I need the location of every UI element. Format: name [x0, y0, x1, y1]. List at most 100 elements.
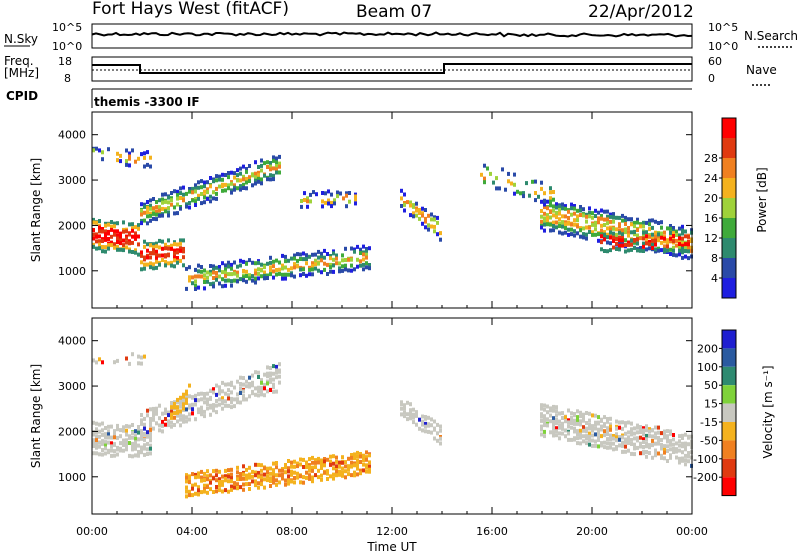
- echo-cell: [119, 159, 122, 164]
- echo-cell: [651, 438, 654, 443]
- echo-cell: [418, 211, 421, 215]
- echo-cell: [287, 258, 290, 263]
- echo-cell: [278, 170, 281, 175]
- echo-cell: [242, 464, 245, 469]
- echo-cell: [173, 242, 176, 247]
- echo-cell: [197, 398, 200, 403]
- echo-cell: [570, 425, 573, 430]
- echo-cell: [684, 462, 687, 467]
- echo-cell: [615, 247, 618, 251]
- echo-cell: [552, 204, 555, 209]
- echo-cell: [305, 257, 308, 261]
- echo-cell: [534, 179, 537, 184]
- echo-cell: [197, 269, 200, 274]
- echo-cell: [675, 455, 678, 460]
- echo-cell: [684, 229, 687, 234]
- echo-cell: [215, 489, 218, 494]
- echo-cell: [344, 469, 347, 474]
- echo-cell: [654, 219, 657, 224]
- echo-cell: [681, 255, 684, 260]
- echo-cell: [203, 277, 206, 282]
- echo-cell: [600, 228, 603, 233]
- echo-cell: [624, 444, 627, 449]
- echo-cell: [552, 208, 555, 213]
- echo-cell: [260, 163, 263, 168]
- echo-cell: [239, 166, 242, 171]
- echo-cell: [606, 432, 609, 437]
- echo-cell: [669, 447, 672, 452]
- echo-cell: [140, 355, 143, 360]
- echo-cell: [131, 352, 134, 357]
- frequency-panel: Freq. [MHz] 18 8 60 0 Nave: [4, 54, 777, 86]
- echo-cell: [233, 485, 236, 490]
- echo-cell: [146, 262, 149, 267]
- echo-cell: [588, 206, 591, 211]
- echo-cell: [116, 358, 119, 363]
- echo-cell: [215, 399, 218, 403]
- echo-cell: [137, 361, 140, 366]
- echo-cell: [161, 419, 164, 424]
- echo-cell: [290, 266, 293, 271]
- power-cells: [92, 146, 693, 291]
- echo-cell: [591, 424, 594, 429]
- cpid-text: themis -3300 IF: [94, 95, 200, 109]
- echo-cell: [534, 198, 537, 203]
- echo-cell: [227, 272, 230, 277]
- echo-cell: [321, 199, 324, 204]
- echo-cell: [609, 233, 612, 238]
- echo-cell: [320, 255, 323, 260]
- echo-cell: [206, 196, 209, 201]
- echo-cell: [603, 217, 606, 222]
- echo-cell: [203, 184, 206, 189]
- echo-cell: [278, 369, 281, 374]
- echo-cell: [681, 444, 684, 449]
- echo-cell: [281, 253, 284, 258]
- echo-cell: [161, 213, 164, 218]
- echo-cell: [305, 273, 308, 278]
- echo-cell: [146, 255, 149, 260]
- echo-cell: [236, 486, 239, 491]
- echo-cell: [230, 472, 233, 477]
- echo-cell: [540, 209, 543, 213]
- echo-cell: [681, 224, 684, 229]
- colorbar-level: 4: [711, 272, 718, 285]
- echo-cell: [269, 484, 272, 488]
- echo-cell: [125, 245, 128, 250]
- echo-cell: [627, 430, 630, 435]
- echo-cell: [409, 408, 412, 413]
- echo-cell: [436, 215, 439, 220]
- echo-cell: [678, 434, 681, 439]
- echo-cell: [546, 213, 549, 218]
- echo-cell: [200, 397, 203, 402]
- echo-cell: [254, 462, 257, 467]
- echo-cell: [206, 187, 209, 192]
- echo-cell: [239, 187, 242, 192]
- echo-cell: [633, 436, 636, 441]
- echo-cell: [242, 177, 245, 182]
- echo-cell: [612, 239, 615, 243]
- echo-cell: [113, 453, 116, 458]
- echo-cell: [218, 281, 221, 286]
- echo-cell: [293, 265, 296, 270]
- echo-cell: [143, 446, 146, 451]
- echo-cell: [561, 214, 564, 219]
- echo-cell: [585, 436, 588, 441]
- echo-cell: [606, 441, 609, 446]
- echo-cell: [260, 177, 263, 182]
- echo-cell: [669, 431, 672, 436]
- echo-cell: [579, 428, 582, 433]
- echo-cell: [185, 479, 188, 484]
- echo-cell: [254, 280, 257, 285]
- echo-cell: [424, 429, 427, 434]
- echo-cell: [176, 419, 179, 424]
- echo-cell: [215, 277, 218, 282]
- echo-cell: [296, 464, 299, 469]
- echo-cell: [116, 151, 119, 156]
- echo-cell: [278, 154, 281, 159]
- echo-cell: [353, 473, 356, 478]
- echo-cell: [185, 202, 188, 207]
- echo-cell: [666, 226, 669, 231]
- echo-cell: [146, 248, 149, 253]
- echo-cell: [412, 407, 415, 412]
- echo-cell: [543, 220, 546, 225]
